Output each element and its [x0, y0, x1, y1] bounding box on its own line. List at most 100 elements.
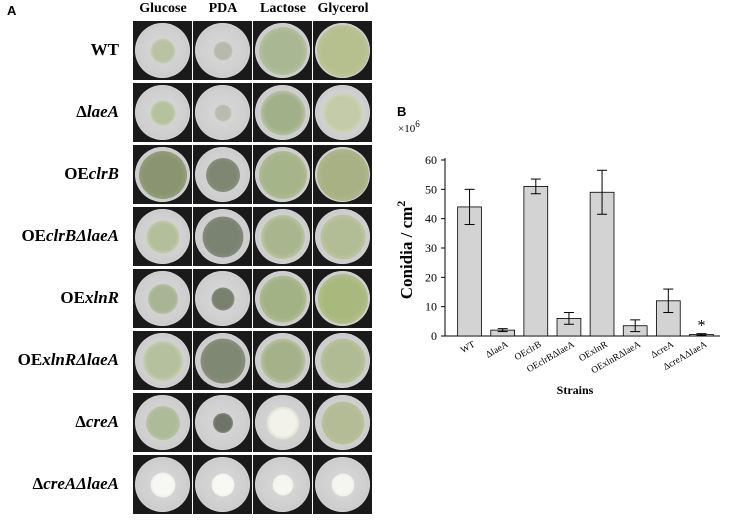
petri-dish: [135, 457, 190, 512]
fungal-colony: [212, 412, 233, 433]
petri-dish: [255, 271, 310, 326]
petri-dish: [255, 209, 310, 264]
plate-crea-laea-glucose: [133, 455, 192, 514]
fungal-colony: [316, 24, 369, 77]
petri-dish: [315, 85, 370, 140]
fungal-colony: [142, 340, 183, 381]
petri-dish: [315, 209, 370, 264]
plate-oexlnr-lactose: [253, 269, 312, 328]
fungal-colony: [260, 338, 305, 383]
x-tick-label: WT: [459, 340, 477, 356]
petri-dish: [255, 23, 310, 78]
plate-oeclrb-glycerol: [313, 145, 372, 204]
petri-dish: [135, 395, 190, 450]
y-axis-label: Conidia / cm2: [394, 201, 416, 300]
fungal-colony: [316, 148, 369, 201]
bar-0: [457, 206, 482, 337]
plate-crea-laea-pda: [193, 455, 252, 514]
media-label-glycerol: Glycerol: [317, 1, 369, 16]
petri-dish: [255, 147, 310, 202]
plate-oeclrb-pda: [193, 145, 252, 204]
petri-dish: [135, 23, 190, 78]
plate-wt-lactose: [253, 21, 312, 80]
strain-label-oexlnr: OExlnR: [60, 288, 119, 307]
plate-wt-glycerol: [313, 21, 372, 80]
fungal-colony: [145, 405, 180, 440]
fungal-colony: [202, 216, 243, 257]
petri-dish: [315, 395, 370, 450]
fungal-colony: [214, 104, 231, 121]
petri-dish: [255, 395, 310, 450]
petri-dish: [195, 23, 250, 78]
strain-label-crea-laea: ΔcreAΔlaeA: [32, 474, 119, 493]
fungal-colony: [258, 150, 307, 199]
strain-label-oeclrb-laea: OEclrBΔlaeA: [21, 226, 119, 245]
fungal-colony: [317, 273, 368, 324]
y-multiplier: ×106: [398, 119, 420, 135]
fungal-colony: [266, 406, 299, 439]
plate-crea-glycerol: [313, 393, 372, 452]
media-label-glucose: Glucose: [139, 1, 187, 16]
fungal-colony: [211, 473, 234, 496]
y-tick-label: 20: [425, 270, 437, 284]
petri-dish: [195, 271, 250, 326]
y-tick-label: 50: [425, 182, 437, 196]
media-label-lactose: Lactose: [260, 1, 306, 16]
strain-label-crea: ΔcreA: [75, 412, 119, 431]
plate-wt-pda: [193, 21, 252, 80]
strain-label-oeclrb: OEclrB: [64, 164, 119, 183]
significance-star: *: [697, 318, 705, 335]
strain-label-oexlnr-laea: OExlnRΔlaeA: [17, 350, 119, 369]
petri-dish: [135, 147, 190, 202]
plate-oexlnr-laea-lactose: [253, 331, 312, 390]
plate-oeclrb-laea-lactose: [253, 207, 312, 266]
petri-dish: [135, 209, 190, 264]
petri-dish: [315, 147, 370, 202]
fungal-colony: [211, 287, 234, 310]
petri-dish: [195, 209, 250, 264]
fungal-colony: [213, 41, 232, 60]
x-axis-label: Strains: [557, 383, 594, 397]
fungal-colony: [258, 26, 307, 75]
petri-dish: [195, 395, 250, 450]
fungal-colony: [150, 472, 175, 497]
petri-dish: [255, 85, 310, 140]
media-label-pda: PDA: [208, 1, 238, 16]
y-tick-label: 60: [425, 153, 437, 167]
y-tick-label: 0: [431, 329, 437, 343]
petri-dish: [195, 85, 250, 140]
plate-oexlnr-laea-pda: [193, 331, 252, 390]
fungal-colony: [320, 338, 365, 383]
fungal-colony: [150, 100, 175, 125]
petri-dish: [195, 147, 250, 202]
fungal-colony: [322, 92, 363, 133]
petri-dish: [315, 457, 370, 512]
fungal-colony: [150, 38, 175, 63]
y-tick-label: 40: [425, 212, 437, 226]
plate-crea-lactose: [253, 393, 312, 452]
petri-dish: [195, 333, 250, 388]
plate-laea-glucose: [133, 83, 192, 142]
fungal-colony: [272, 474, 293, 495]
bar-2: [523, 186, 549, 337]
x-tick-label: ΔlaeA: [484, 340, 510, 361]
fungal-colony: [331, 473, 354, 496]
petri-dish: [255, 457, 310, 512]
strain-label-laea: ΔlaeA: [76, 102, 119, 121]
petri-dish: [135, 271, 190, 326]
petri-dish: [135, 333, 190, 388]
fungal-colony: [146, 220, 179, 253]
panel-b-label: B: [397, 104, 407, 119]
fungal-colony: [200, 338, 245, 383]
plate-oeclrb-glucose: [133, 145, 192, 204]
plate-oexlnr-glucose: [133, 269, 192, 328]
plate-oeclrb-lactose: [253, 145, 312, 204]
petri-dish: [255, 333, 310, 388]
petri-dish: [195, 457, 250, 512]
fungal-colony: [259, 275, 306, 322]
y-tick-label: 10: [425, 300, 437, 314]
strain-label-wt: WT: [90, 40, 119, 59]
plate-crea-glucose: [133, 393, 192, 452]
plate-crea-laea-glycerol: [313, 455, 372, 514]
